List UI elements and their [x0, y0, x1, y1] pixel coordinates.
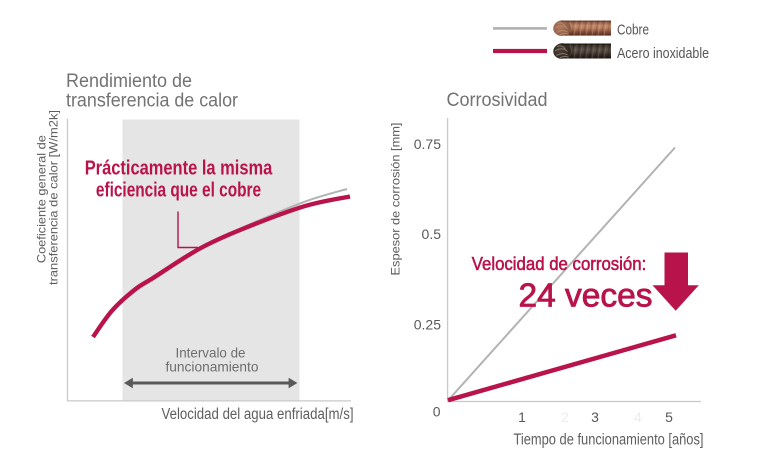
svg-text:Intervalo de: Intervalo de — [176, 345, 246, 361]
svg-text:4: 4 — [634, 409, 642, 425]
svg-text:Velocidad del agua enfriada[m/: Velocidad del agua enfriada[m/s] — [162, 406, 354, 423]
svg-text:Prácticamente la misma: Prácticamente la misma — [85, 158, 273, 180]
svg-text:5: 5 — [665, 409, 673, 425]
svg-text:0.5: 0.5 — [422, 226, 442, 242]
svg-text:Acero inoxidable: Acero inoxidable — [617, 45, 709, 62]
svg-text:eficiencia que el cobre: eficiencia que el cobre — [96, 180, 261, 202]
svg-text:Tiempo de funcionamiento [años: Tiempo de funcionamiento [años] — [514, 432, 704, 449]
svg-text:0.75: 0.75 — [414, 136, 441, 152]
svg-text:Corrosividad: Corrosividad — [447, 90, 548, 111]
svg-text:Coeficiente general de tra: Coeficiente general de transferencia de … — [35, 110, 61, 285]
svg-text:0.25: 0.25 — [414, 317, 441, 333]
svg-text:3: 3 — [591, 409, 599, 425]
svg-text:Velocidad de corrosión:: Velocidad de corrosión: — [472, 254, 647, 274]
svg-text:Espesor de corrosión [mm]: Espesor de corrosión [mm] — [389, 123, 403, 276]
svg-text:funcionamiento: funcionamiento — [166, 358, 259, 374]
svg-text:Cobre: Cobre — [617, 21, 649, 38]
svg-text:Rendimiento de: Rendimiento de — [66, 71, 192, 92]
svg-text:2: 2 — [561, 409, 569, 425]
svg-text:transferencia de calor: transferencia de calor — [66, 91, 239, 112]
svg-text:0: 0 — [433, 404, 441, 420]
svg-text:24 veces: 24 veces — [519, 277, 653, 314]
svg-text:1: 1 — [518, 409, 526, 425]
